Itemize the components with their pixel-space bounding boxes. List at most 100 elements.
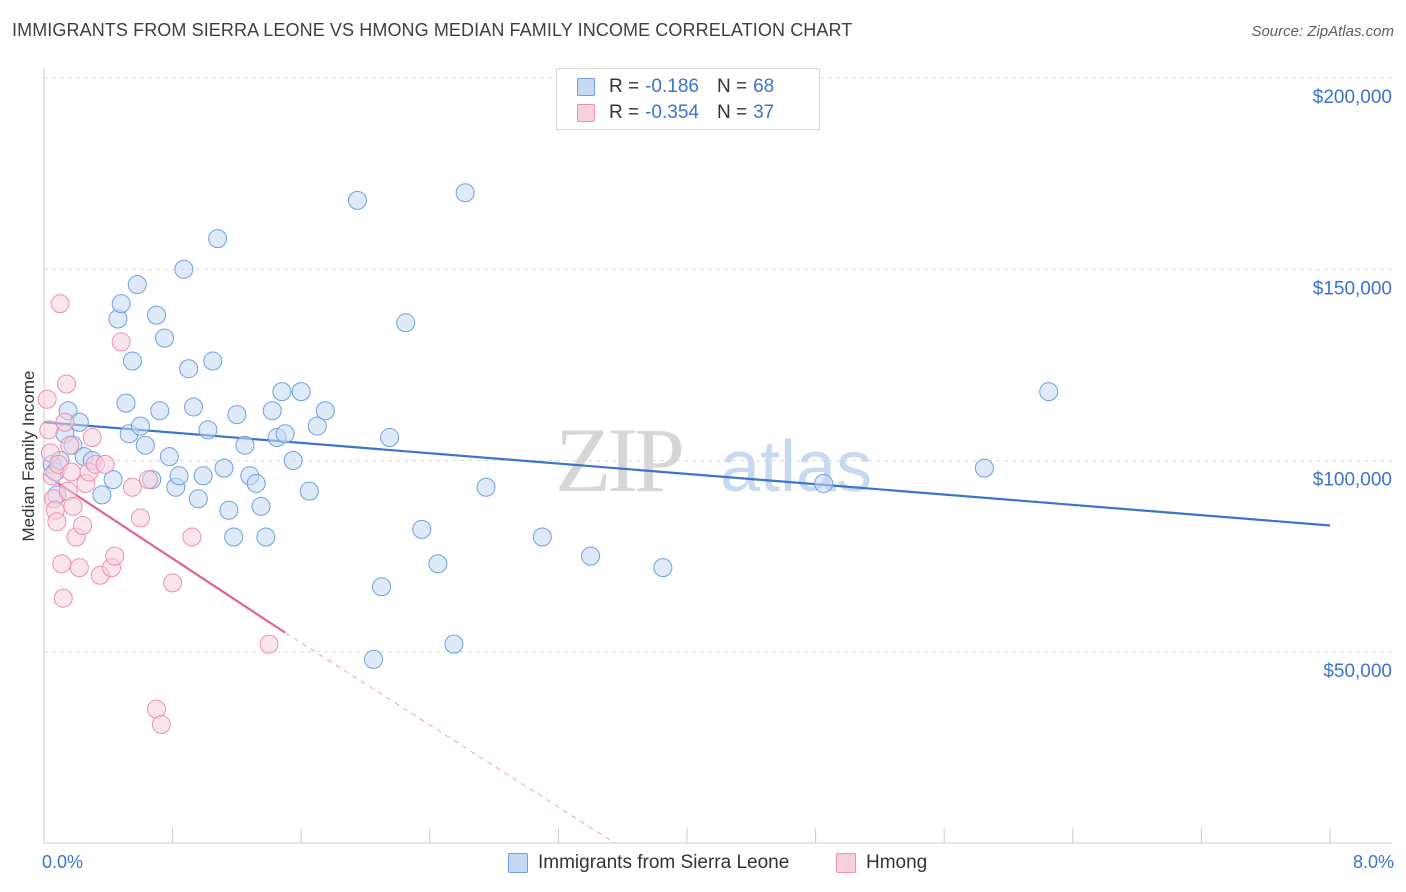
point-sierra-leone <box>364 649 384 669</box>
point-sierra-leone <box>193 466 213 486</box>
point-hmong <box>50 294 70 314</box>
legend-row-hmong: R = -0.354 N = 37 <box>577 102 774 124</box>
point-sierra-leone <box>169 466 189 486</box>
point-sierra-leone <box>307 416 327 436</box>
point-hmong <box>138 470 158 490</box>
series-legend-hmong: Hmong <box>836 852 927 874</box>
point-sierra-leone <box>380 428 400 448</box>
y-tick-label: $50,000 <box>1323 661 1392 682</box>
legend-swatch-hmong <box>577 104 595 122</box>
point-sierra-leone <box>159 447 179 467</box>
y-tick-label: $150,000 <box>1313 278 1392 299</box>
point-hmong <box>52 554 72 574</box>
legend-n-label: N = <box>716 76 748 97</box>
point-sierra-leone <box>299 481 319 501</box>
point-sierra-leone <box>581 546 601 566</box>
point-sierra-leone <box>227 405 247 425</box>
chart-source: Source: ZipAtlas.com <box>1251 23 1394 40</box>
point-sierra-leone <box>92 485 112 505</box>
point-sierra-leone <box>653 558 673 578</box>
legend-n-value: 68 <box>753 76 775 97</box>
point-sierra-leone <box>130 416 150 436</box>
point-hmong <box>55 412 75 432</box>
series-legend-label: Immigrants from Sierra Leone <box>538 852 790 873</box>
point-sierra-leone <box>272 382 292 402</box>
point-sierra-leone <box>291 382 311 402</box>
point-sierra-leone <box>283 451 303 470</box>
legend-r-label: R = <box>609 76 640 97</box>
y-tick-label: $200,000 <box>1313 87 1392 108</box>
trend-line-sierra-leone <box>43 421 1331 527</box>
point-hmong <box>182 527 202 547</box>
y-tick-label: $100,000 <box>1313 470 1392 491</box>
watermark: ZIP atlas <box>555 409 872 511</box>
point-sierra-leone <box>203 351 223 371</box>
legend-r-label: R = <box>609 102 640 123</box>
point-sierra-leone <box>428 554 448 574</box>
point-hmong <box>39 420 59 440</box>
point-sierra-leone <box>111 294 131 314</box>
series-legend-label: Hmong <box>866 852 928 873</box>
point-hmong <box>60 435 80 455</box>
point-sierra-leone <box>108 309 128 329</box>
point-hmong <box>111 332 131 352</box>
point-sierra-leone <box>396 313 416 333</box>
trend-line-hmong-extrapolated <box>284 632 615 844</box>
y-tick-labels: $50,000 $100,000 $150,000 $200,000 <box>1313 87 1392 682</box>
point-sierra-leone <box>198 420 218 440</box>
point-sierra-leone <box>127 275 147 295</box>
watermark-zip: ZIP <box>555 409 682 511</box>
point-sierra-leone <box>219 500 239 520</box>
point-hmong <box>47 512 67 532</box>
point-sierra-leone <box>135 435 155 455</box>
x-tick-label-min: 0.0% <box>42 852 84 872</box>
point-sierra-leone <box>155 328 175 348</box>
point-hmong <box>63 496 83 516</box>
trend-lines <box>43 421 1331 844</box>
point-sierra-leone <box>235 435 255 455</box>
point-sierra-leone <box>814 473 834 493</box>
point-hmong <box>122 477 142 497</box>
point-sierra-leone <box>532 527 552 547</box>
point-sierra-leone <box>476 477 496 497</box>
x-ticks <box>43 828 1331 843</box>
point-sierra-leone <box>251 496 271 516</box>
point-sierra-leone <box>103 470 123 490</box>
watermark-atlas: atlas <box>720 427 872 507</box>
point-hmong <box>53 588 73 608</box>
point-hmong <box>163 573 183 593</box>
point-sierra-leone <box>315 401 335 421</box>
point-sierra-leone <box>183 397 203 417</box>
point-hmong <box>73 516 93 536</box>
point-sierra-leone <box>444 634 464 654</box>
points-hmong <box>37 294 279 734</box>
point-sierra-leone <box>347 190 367 210</box>
point-hmong <box>151 714 171 734</box>
legend-swatch-sierra-leone <box>577 78 595 96</box>
point-hmong <box>37 389 57 409</box>
point-sierra-leone <box>974 458 994 478</box>
legend-n-value: 37 <box>753 102 775 123</box>
point-hmong <box>61 462 81 482</box>
point-sierra-leone <box>116 393 136 413</box>
point-sierra-leone <box>174 259 194 279</box>
series-swatch-hmong <box>836 853 856 873</box>
y-axis-label: Median Family Income <box>19 370 38 541</box>
legend-row-sierra-leone: R = -0.186 N = 68 <box>577 76 774 98</box>
points-sierra-leone <box>42 183 1059 669</box>
series-legend: Immigrants from Sierra Leone Hmong <box>0 852 1406 876</box>
axes <box>43 68 1392 844</box>
point-sierra-leone <box>262 401 282 421</box>
point-sierra-leone <box>188 489 208 509</box>
point-sierra-leone <box>275 424 295 444</box>
point-sierra-leone <box>372 577 392 597</box>
point-hmong <box>95 454 115 474</box>
point-sierra-leone <box>1039 382 1059 402</box>
point-hmong <box>130 508 150 528</box>
point-sierra-leone <box>246 473 266 493</box>
point-hmong <box>105 546 125 566</box>
point-sierra-leone <box>179 359 199 379</box>
point-sierra-leone <box>214 458 234 478</box>
point-sierra-leone <box>147 305 167 325</box>
